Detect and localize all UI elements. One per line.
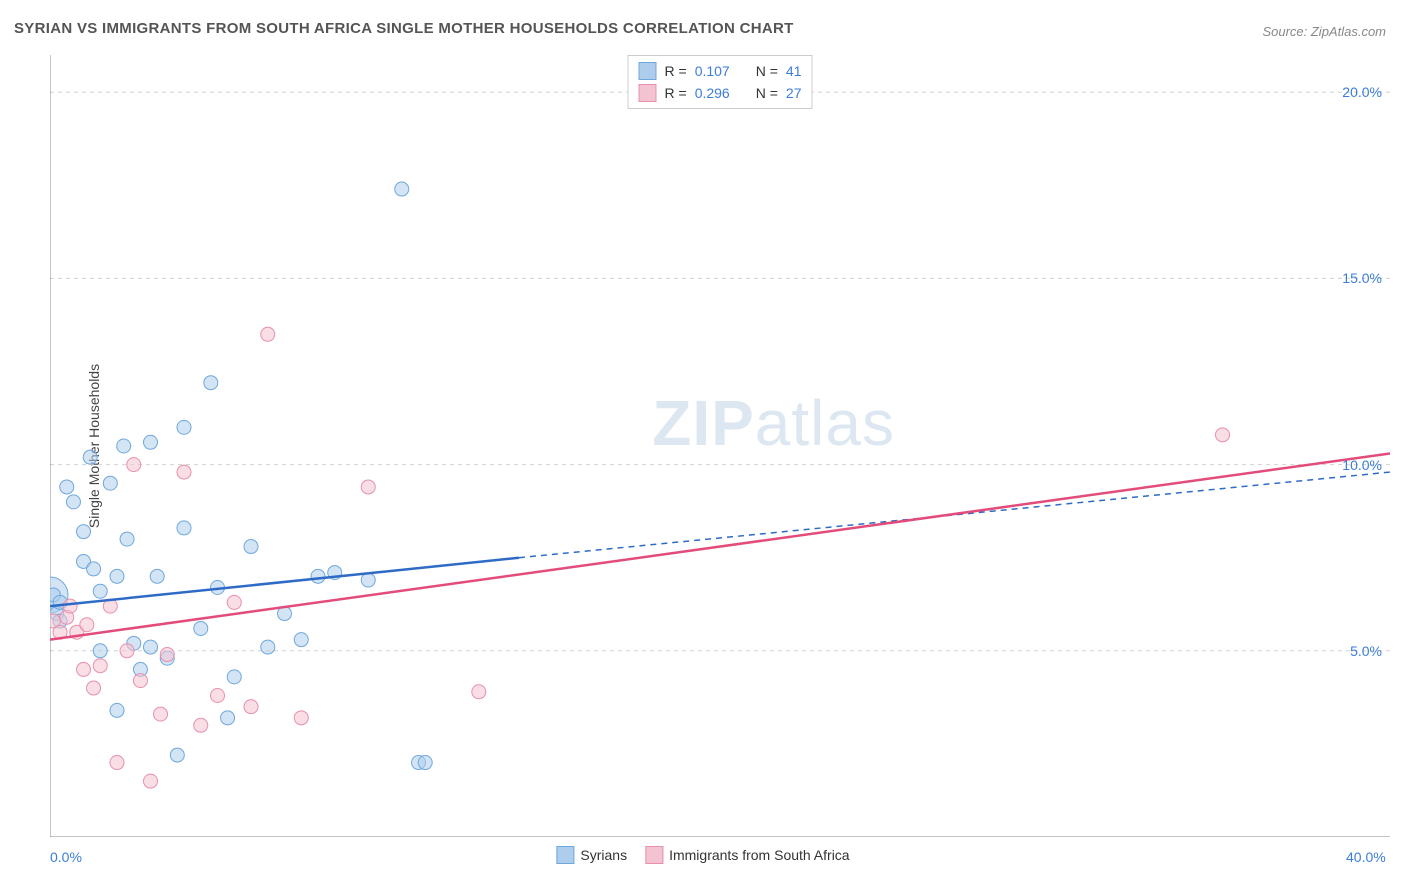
- legend-swatch-blue: [639, 62, 657, 80]
- r-value-syrians: 0.107: [695, 63, 730, 79]
- correlation-legend: R = 0.107 N = 41 R = 0.296 N = 27: [628, 55, 813, 109]
- legend-label-syrians: Syrians: [580, 847, 627, 863]
- r-label: R =: [665, 85, 687, 101]
- chart-container: SYRIAN VS IMMIGRANTS FROM SOUTH AFRICA S…: [0, 0, 1406, 892]
- x-tick-label: 40.0%: [1346, 849, 1386, 865]
- legend-label-sa: Immigrants from South Africa: [669, 847, 850, 863]
- n-value-syrians: 41: [786, 63, 802, 79]
- y-tick-label: 5.0%: [1350, 643, 1382, 659]
- n-label: N =: [756, 63, 778, 79]
- source-attribution: Source: ZipAtlas.com: [1262, 24, 1386, 39]
- series-legend: Syrians Immigrants from South Africa: [556, 846, 849, 864]
- y-tick-label: 20.0%: [1342, 84, 1382, 100]
- y-tick-label: 15.0%: [1342, 270, 1382, 286]
- legend-row-syrians: R = 0.107 N = 41: [639, 60, 802, 82]
- r-label: R =: [665, 63, 687, 79]
- n-value-sa: 27: [786, 85, 802, 101]
- legend-swatch-pink: [645, 846, 663, 864]
- n-label: N =: [756, 85, 778, 101]
- legend-swatch-pink: [639, 84, 657, 102]
- y-tick-label: 10.0%: [1342, 457, 1382, 473]
- plot-area: R = 0.107 N = 41 R = 0.296 N = 27 ZIPatl…: [50, 55, 1390, 837]
- r-value-sa: 0.296: [695, 85, 730, 101]
- scatter-plot-svg: [50, 55, 1390, 837]
- legend-swatch-blue: [556, 846, 574, 864]
- legend-item-syrians: Syrians: [556, 846, 627, 864]
- legend-row-sa: R = 0.296 N = 27: [639, 82, 802, 104]
- chart-title: SYRIAN VS IMMIGRANTS FROM SOUTH AFRICA S…: [14, 20, 794, 37]
- legend-item-sa: Immigrants from South Africa: [645, 846, 850, 864]
- x-tick-label: 0.0%: [50, 849, 82, 865]
